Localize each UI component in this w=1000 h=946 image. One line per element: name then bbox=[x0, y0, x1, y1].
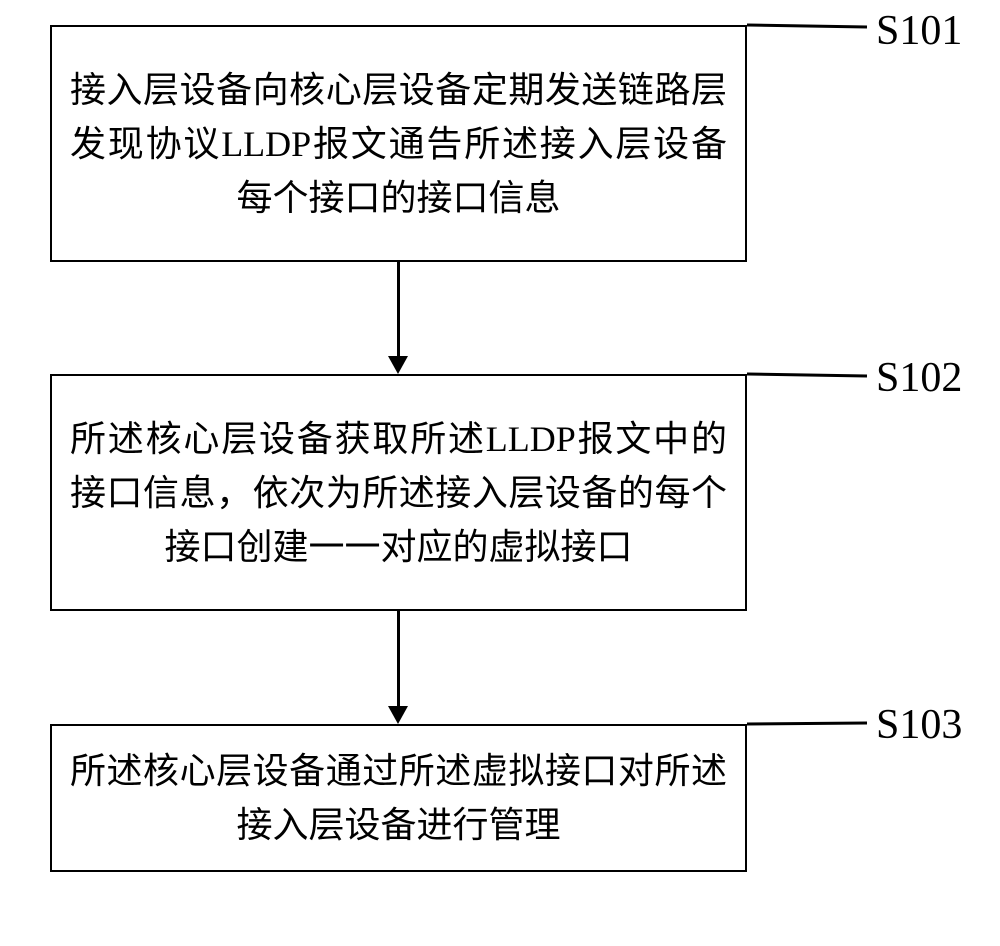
leader-line-s103 bbox=[747, 718, 872, 733]
connector-2-3 bbox=[397, 611, 400, 706]
leader-line-s101 bbox=[747, 20, 872, 35]
flowchart-node-s102: 所述核心层设备获取所述LLDP报文中的接口信息，依次为所述接入层设备的每个接口创… bbox=[50, 374, 747, 611]
connector-1-2 bbox=[397, 262, 400, 356]
node-text: 所述核心层设备获取所述LLDP报文中的接口信息，依次为所述接入层设备的每个接口创… bbox=[70, 412, 727, 574]
flowchart-node-s101: 接入层设备向核心层设备定期发送链路层发现协议LLDP报文通告所述接入层设备每个接… bbox=[50, 25, 747, 262]
step-label-s101: S101 bbox=[876, 7, 962, 55]
leader-line-s102 bbox=[747, 370, 872, 385]
flowchart-node-s103: 所述核心层设备通过所述虚拟接口对所述接入层设备进行管理 bbox=[50, 724, 747, 872]
arrow-2-3 bbox=[388, 706, 408, 724]
flowchart-container: 接入层设备向核心层设备定期发送链路层发现协议LLDP报文通告所述接入层设备每个接… bbox=[0, 0, 1000, 946]
node-text: 接入层设备向核心层设备定期发送链路层发现协议LLDP报文通告所述接入层设备每个接… bbox=[70, 63, 727, 225]
step-label-s103: S103 bbox=[876, 701, 962, 749]
step-label-s102: S102 bbox=[876, 354, 962, 402]
node-text: 所述核心层设备通过所述虚拟接口对所述接入层设备进行管理 bbox=[70, 744, 727, 852]
arrow-1-2 bbox=[388, 356, 408, 374]
